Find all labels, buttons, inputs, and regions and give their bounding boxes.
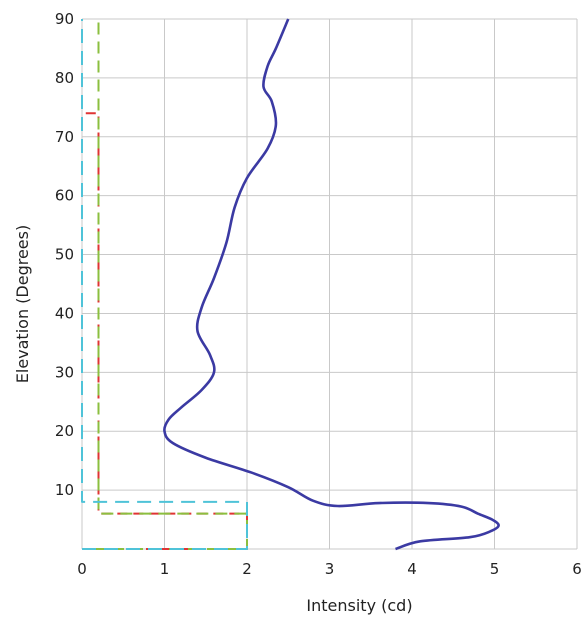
x-tick-label: 1 [160,560,170,578]
x-tick-label: 2 [242,560,252,578]
series-layer [81,18,500,551]
y-tick-label: 30 [55,363,74,381]
x-tick-label: 4 [407,560,417,578]
series-line-0 [163,18,500,551]
y-tick-label: 10 [55,481,74,499]
x-axis-label: Intensity (cd) [306,596,412,615]
y-tick-label: 60 [55,187,74,205]
y-tick-label: 50 [55,246,74,264]
grid [81,18,578,550]
y-tick-label: 40 [55,304,74,322]
x-tick-label: 0 [77,560,87,578]
x-tick-label: 5 [490,560,500,578]
y-axis-label: Elevation (Degrees) [13,225,32,383]
y-tick-label: 80 [55,69,74,87]
y-tick-label: 70 [55,128,74,146]
series-line-3 [81,19,248,550]
x-tick-label: 3 [325,560,335,578]
x-tick-label: 6 [572,560,582,578]
y-tick-label: 20 [55,422,74,440]
tick-labels: 0 1 2 3 4 5 6 10 20 30 40 50 60 70 80 90 [55,10,582,578]
y-tick-label: 90 [55,10,74,28]
